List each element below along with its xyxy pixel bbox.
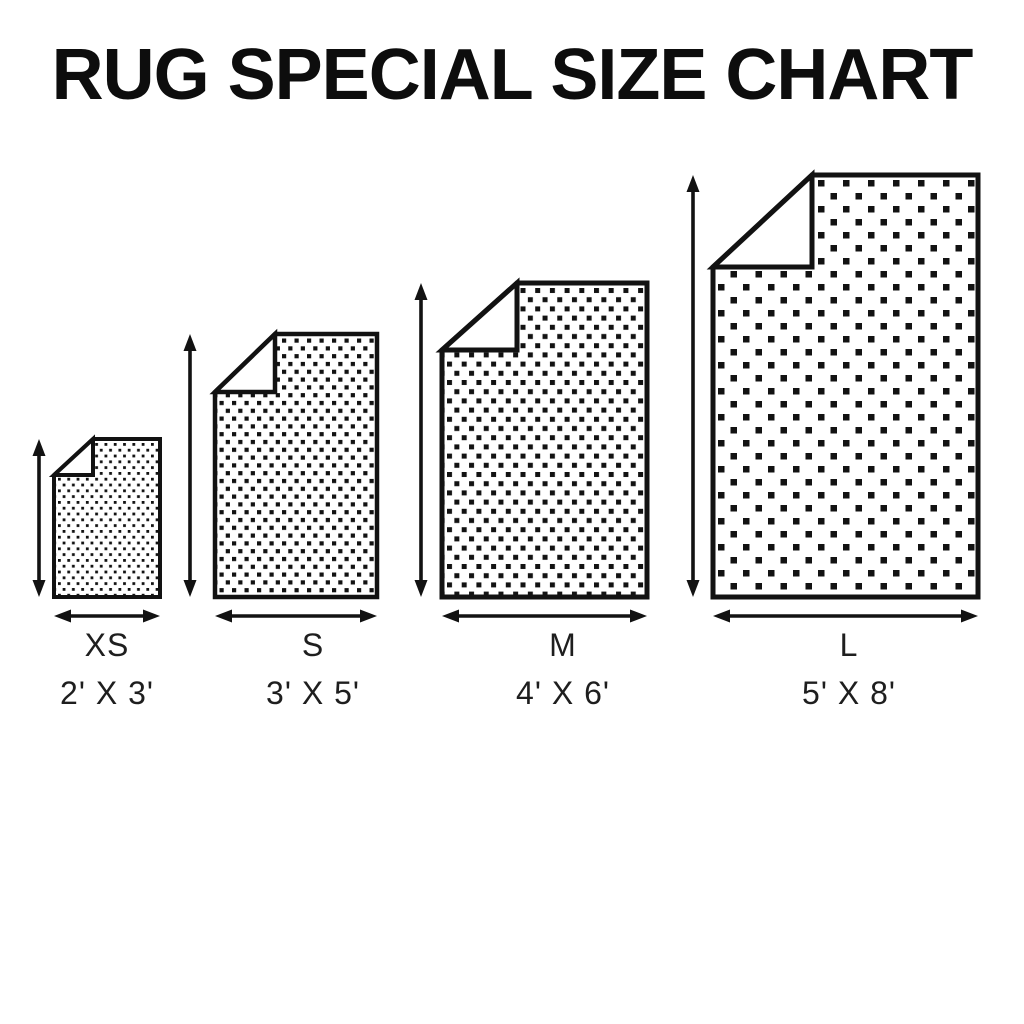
width-arrow (442, 609, 647, 623)
rug-fold-corner (209, 328, 278, 395)
rug-group-s (183, 328, 380, 623)
size-code-label: S (301, 627, 325, 663)
page-title: RUG SPECIAL SIZE CHART (51, 35, 974, 115)
height-arrow (686, 175, 700, 597)
size-dimensions-label: 5' X 8' (802, 675, 896, 711)
size-code-label: M (549, 627, 577, 663)
size-code-label: XS (84, 627, 130, 663)
size-code-label: L (839, 627, 859, 663)
width-arrow (54, 609, 160, 623)
size-dimensions-label: 3' X 5' (266, 675, 360, 711)
height-arrow (414, 283, 428, 597)
width-arrow (215, 609, 377, 623)
rug-fold-corner (706, 169, 815, 270)
rug-fold-corner (435, 277, 520, 353)
rug-fold-corner (48, 434, 95, 477)
rug-group-m (414, 277, 650, 623)
height-arrow (32, 439, 46, 597)
rug-group-l (686, 169, 981, 623)
size-dimensions-label: 4' X 6' (516, 675, 610, 711)
size-dimensions-label: 2' X 3' (60, 675, 154, 711)
height-arrow (183, 334, 197, 597)
width-arrow (713, 609, 978, 623)
rug-group-xs (32, 434, 162, 623)
